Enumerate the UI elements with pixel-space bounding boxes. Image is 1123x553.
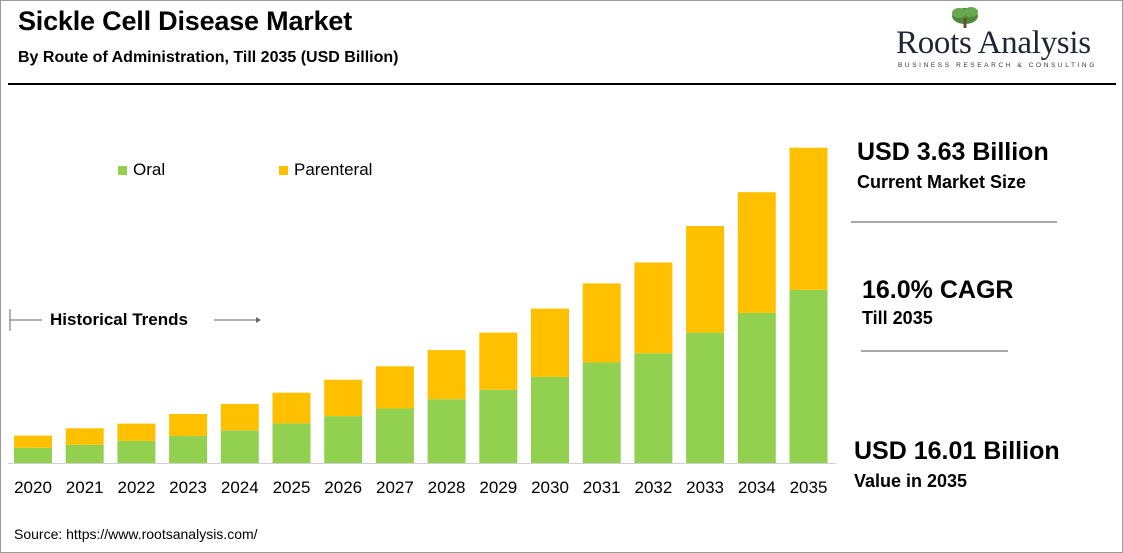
x-tick-label-2025: 2025 <box>273 478 311 497</box>
bar-parenteral-2025 <box>272 392 311 424</box>
x-tick-label-2022: 2022 <box>117 478 155 497</box>
bar-oral-2021 <box>65 444 104 463</box>
brand-tagline: BUSINESS RESEARCH & CONSULTING <box>898 62 1097 69</box>
value-2035-label: Value in 2035 <box>854 471 968 491</box>
bar-oral-2026 <box>324 416 363 463</box>
bar-oral-2035 <box>789 289 828 463</box>
bar-oral-2030 <box>531 376 569 463</box>
bar-parenteral-2020 <box>14 435 52 448</box>
x-tick-label-2030: 2030 <box>531 478 569 497</box>
x-tick-label-2021: 2021 <box>66 478 104 497</box>
bar-parenteral-2027 <box>375 366 414 409</box>
bar-parenteral-2023 <box>169 414 208 436</box>
bar-oral-2025 <box>272 423 311 463</box>
legend-label-oral: Oral <box>133 160 166 179</box>
x-tick-label-2028: 2028 <box>428 478 466 497</box>
bar-parenteral-2021 <box>65 428 104 445</box>
bar-parenteral-2022 <box>117 423 156 441</box>
legend-item-parenteral: Parenteral <box>279 160 372 180</box>
x-tick-label-2031: 2031 <box>583 478 621 497</box>
tree-logo-icon <box>952 7 978 28</box>
bar-oral-2022 <box>117 440 156 463</box>
x-tick-label-2027: 2027 <box>376 478 414 497</box>
cagr-label: Till 2035 <box>862 308 933 328</box>
bar-oral-2023 <box>169 435 208 463</box>
bar-oral-2034 <box>737 312 776 463</box>
bar-parenteral-2034 <box>737 192 776 313</box>
bar-oral-2028 <box>427 399 466 463</box>
chart-title: Sickle Cell Disease Market <box>18 6 353 36</box>
bar-parenteral-2030 <box>531 308 569 377</box>
bar-oral-2032 <box>634 353 673 463</box>
historical-trends-arrow-icon <box>9 309 261 331</box>
x-tick-label-2035: 2035 <box>790 478 828 497</box>
source-note: Source: https://www.rootsanalysis.com/ <box>14 526 258 542</box>
historical-trends-label: Historical Trends <box>50 310 188 329</box>
bar-parenteral-2031 <box>582 283 621 363</box>
x-tick-label-2020: 2020 <box>14 478 52 497</box>
cagr-value: 16.0% CAGR <box>862 276 1014 304</box>
chart-subtitle: By Route of Administration, Till 2035 (U… <box>18 49 399 66</box>
brand-name: Roots Analysis <box>896 25 1091 61</box>
bar-parenteral-2035 <box>789 147 828 290</box>
bar-oral-2020 <box>14 447 52 463</box>
header-divider <box>8 83 1116 85</box>
bar-parenteral-2028 <box>427 350 466 400</box>
bar-oral-2033 <box>686 332 725 463</box>
bar-oral-2027 <box>375 408 414 463</box>
bar-oral-2031 <box>582 362 621 463</box>
bar-oral-2029 <box>479 389 518 463</box>
x-tick-label-2032: 2032 <box>634 478 672 497</box>
bar-parenteral-2029 <box>479 332 518 390</box>
legend-swatch-parenteral <box>279 165 288 175</box>
current-market-size-value: USD 3.63 Billion <box>857 138 1049 166</box>
current-market-size-label: Current Market Size <box>857 172 1027 192</box>
value-2035: USD 16.01 Billion <box>854 437 1060 465</box>
legend-label-parenteral: Parenteral <box>294 160 373 179</box>
bar-parenteral-2032 <box>634 262 673 354</box>
x-tick-label-2024: 2024 <box>221 478 259 497</box>
x-tick-label-2026: 2026 <box>324 478 362 497</box>
bar-parenteral-2026 <box>324 379 363 417</box>
legend-swatch-oral <box>118 165 127 175</box>
stat-divider-2 <box>861 350 1008 352</box>
bar-parenteral-2024 <box>220 403 259 431</box>
stat-divider-1 <box>851 221 1057 223</box>
legend-item-oral: Oral <box>118 160 165 180</box>
bar-parenteral-2033 <box>686 226 725 333</box>
x-tick-label-2034: 2034 <box>738 478 776 497</box>
x-tick-label-2033: 2033 <box>686 478 724 497</box>
x-tick-label-2023: 2023 <box>169 478 207 497</box>
x-tick-label-2029: 2029 <box>479 478 517 497</box>
bar-oral-2024 <box>220 430 259 463</box>
